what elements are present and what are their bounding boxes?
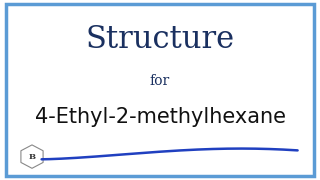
Text: 4-Ethyl-2-methylhexane: 4-Ethyl-2-methylhexane [35,107,285,127]
Text: B: B [28,153,36,161]
Text: Structure: Structure [85,24,235,55]
Text: for: for [150,74,170,88]
